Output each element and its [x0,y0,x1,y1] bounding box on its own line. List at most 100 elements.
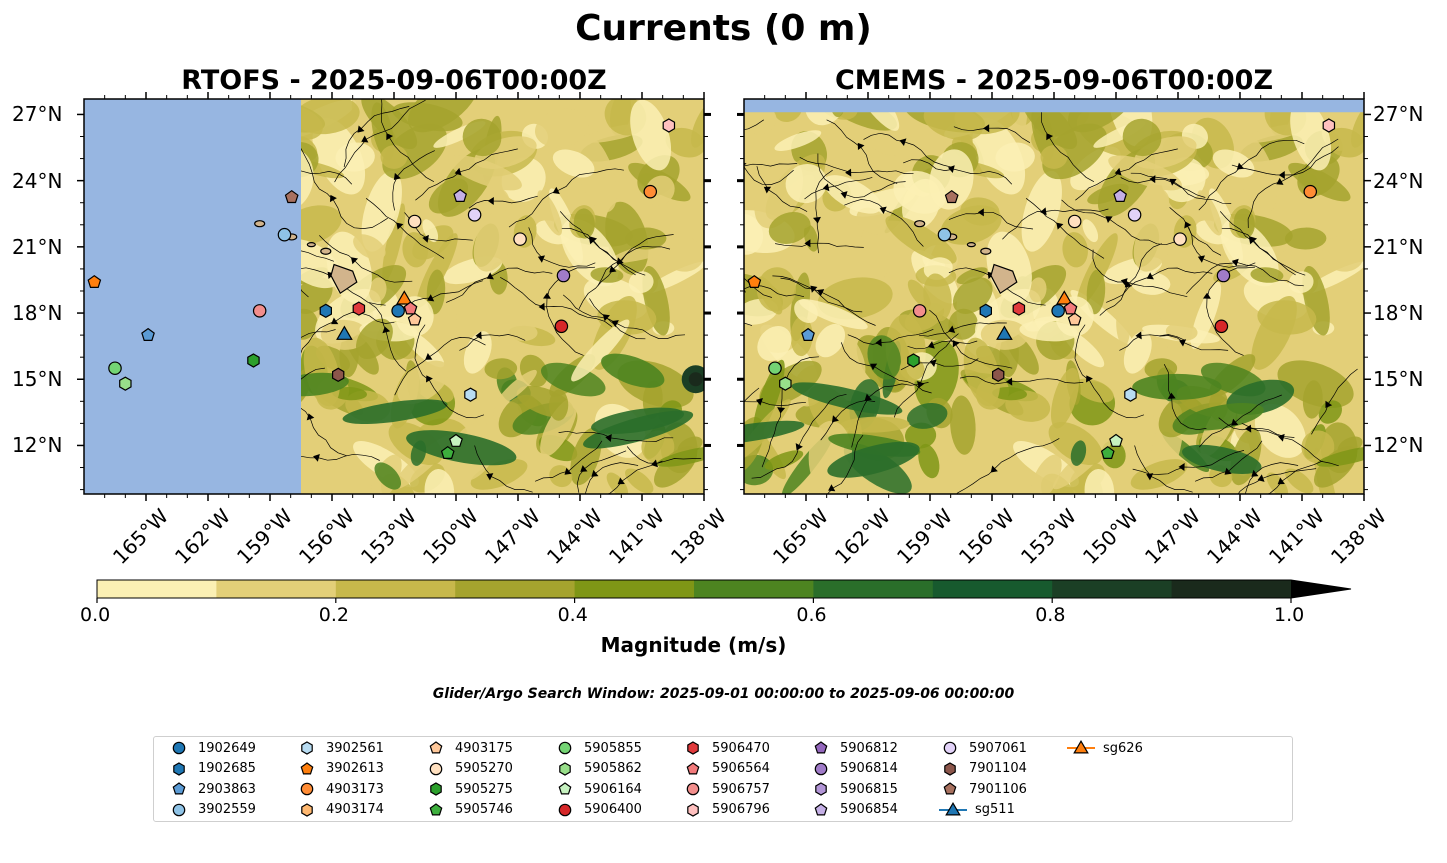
legend-symbol [943,782,957,795]
legend-symbol [944,761,956,776]
legend-item: 5906470 [682,739,770,757]
legend-marker-circle [814,762,828,775]
lat-tick-label: 27°N [1373,102,1424,127]
legend-item: 5906814 [810,760,898,778]
legend-item: 5906164 [554,780,642,798]
platform-3902559 [937,227,952,242]
lat-tick-label: 18°N [12,301,63,326]
legend-symbol [300,761,314,774]
legend-label: 3902613 [326,761,384,776]
platform-4903175 [407,312,422,326]
legend-symbol [301,741,313,755]
platform-4903173 [643,184,658,199]
legend-label: 5905275 [455,781,513,797]
legend-item: 5906564 [682,760,770,778]
legend-item: 5905275 [425,780,513,798]
platform-5906796 [1322,118,1336,133]
legend-label: 3902561 [326,740,384,756]
legend-label: 5906470 [712,740,770,756]
legend-label: 1902649 [198,740,256,756]
platform-1902649 [391,304,405,318]
platform-5905270 [1067,214,1082,229]
legend-symbol [300,782,314,796]
legend-item: 5906796 [682,801,770,819]
legend-label: sg626 [1103,740,1143,756]
colorbar-bin [455,580,576,598]
legend-marker-hexagon [301,802,313,817]
platform-5906814 [1216,268,1231,283]
platform-7901104 [991,367,1005,382]
colorbar-bin [932,580,1053,598]
legend-symbol [558,741,572,755]
legend-item: 3902561 [296,739,384,757]
legend-marker-circle [686,782,700,796]
legend-item: 5907061 [939,739,1027,757]
legend: 1902649 1902685 2903863 3902559 3902561 39026… [153,736,1293,822]
platform-2903863 [801,327,815,341]
legend-marker-circle [172,803,186,816]
colorbar-bin [216,580,337,598]
legend-symbol [558,782,572,795]
legend-symbol [814,762,828,775]
legend-marker-pentagon [300,761,314,774]
legend-label: 5905270 [455,761,513,776]
lat-tick-label: 21°N [1373,234,1424,259]
platform-2903863 [141,327,155,341]
legend-item: 5906815 [810,780,898,798]
legend-item: 3902559 [168,801,256,819]
legend-label: 5907061 [969,740,1027,756]
platform-7901104 [332,367,345,382]
lat-tick-label: 24°N [12,168,63,193]
legend-marker-pentagon [172,782,186,795]
platform-4903173 [1303,184,1318,199]
colorbar-tick-label: 0.8 [1035,604,1066,626]
legend-symbol [1073,740,1089,754]
legend-label: sg511 [975,802,1015,817]
platform-5905275 [247,353,260,368]
colorbar-bin [574,580,695,598]
legend-item: 5906812 [810,739,898,757]
colorbar-tick-label: 0.4 [557,604,588,626]
lat-tick-label: 12°N [12,433,63,458]
legend-label: 4903174 [326,802,384,817]
legend-label: 5905855 [584,740,642,756]
hawaii-islands [254,220,358,295]
legend-symbol [687,802,699,817]
colorbar-bin [694,580,814,598]
legend-marker-hexagon [173,761,185,776]
legend-label: 5906796 [712,802,770,817]
platform-5906854 [1113,188,1128,202]
legend-label: 2903863 [198,781,256,797]
lat-tick-label: 15°N [12,367,63,392]
platform-5905270 [513,232,527,246]
legend-symbol [172,782,186,795]
platform-5907061 [467,208,482,222]
legend-symbol [429,802,443,815]
legend-label: 1902685 [198,761,256,776]
colorbar-bin [335,580,456,598]
legend-item: 5906400 [554,801,642,819]
lat-tick-label: 18°N [1373,301,1424,326]
legend-marker-hexagon [301,741,313,755]
legend-symbol [687,741,699,755]
legend-item: 4903175 [425,739,513,757]
platform-5906757 [252,304,267,318]
legend-marker-pentagon [429,741,443,754]
legend-symbol [943,741,957,755]
legend-symbol [686,782,700,796]
colorbar-bin [1171,580,1292,598]
legend-marker-circle [558,803,572,816]
lat-tick-label: 21°N [12,234,63,259]
platform-7901106 [944,189,959,204]
platform-1902685 [319,303,332,318]
legend-item: 4903173 [296,780,384,798]
legend-item: 7901106 [939,780,1027,798]
legend-label: 5906400 [584,802,642,817]
legend-label: 5906854 [840,802,898,817]
platform-3902561 [1124,387,1137,402]
legend-item: 4903174 [296,801,384,819]
legend-label: 5906815 [840,781,898,797]
search-window-text: Glider/Argo Search Window: 2025-09-01 00… [432,686,1015,702]
platform-1902685 [979,303,993,318]
colorbar-tick-label: 1.0 [1274,604,1305,626]
